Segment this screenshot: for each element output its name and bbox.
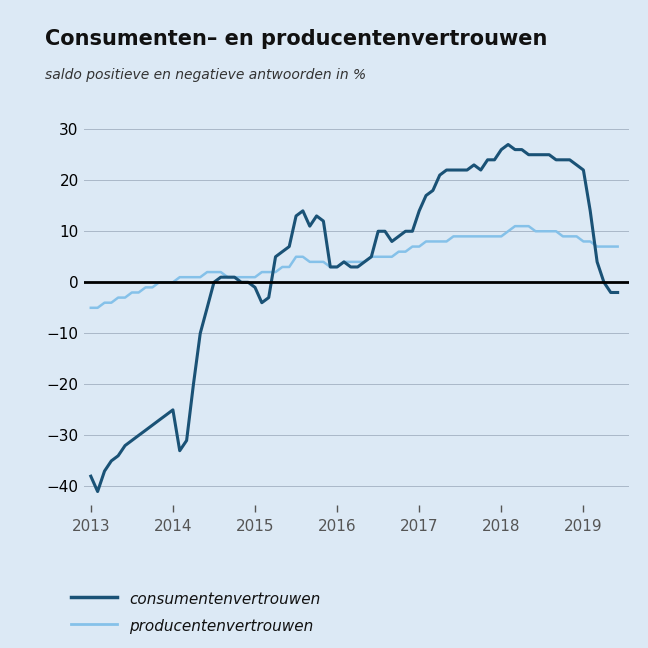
Text: saldo positieve en negatieve antwoorden in %: saldo positieve en negatieve antwoorden …	[45, 68, 367, 82]
Legend: consumentenvertrouwen, producentenvertrouwen: consumentenvertrouwen, producentenvertro…	[65, 585, 326, 640]
Text: Consumenten– en producentenvertrouwen: Consumenten– en producentenvertrouwen	[45, 29, 548, 49]
